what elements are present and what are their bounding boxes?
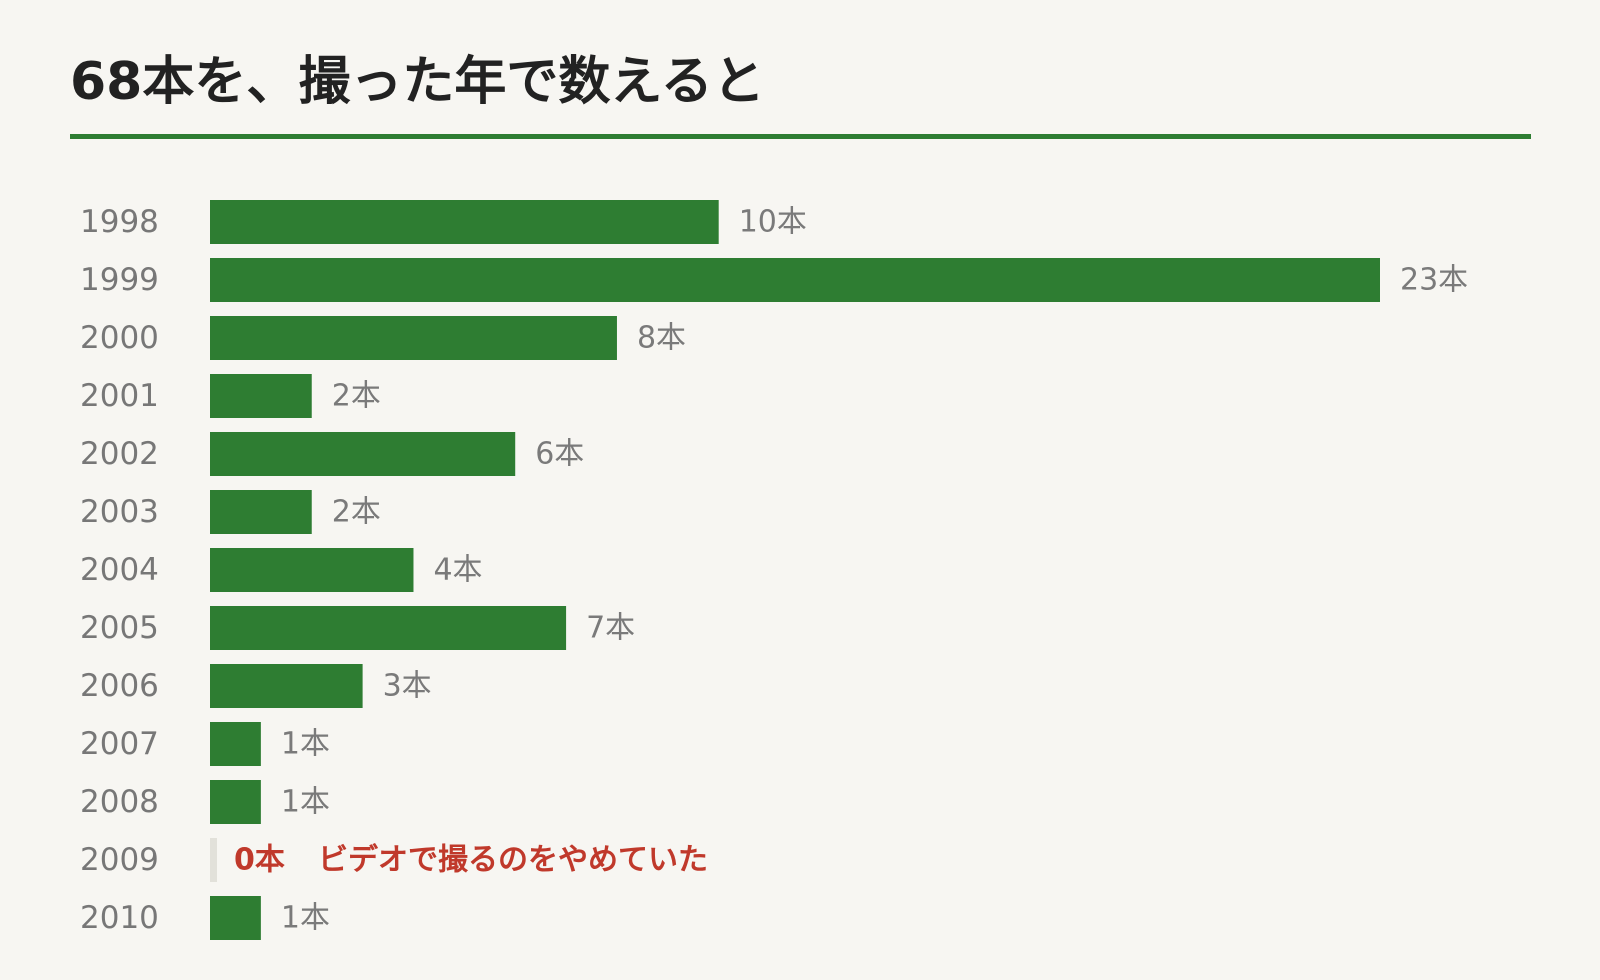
chart-title: 68本を、撮った年で数えると	[70, 52, 765, 112]
bar-2004	[210, 548, 414, 592]
bar-2000	[210, 316, 617, 360]
bar-2002	[210, 432, 516, 476]
bar-2003	[210, 490, 312, 534]
value-label-1999: 23本	[1400, 263, 1468, 298]
year-label-2006: 2006	[80, 668, 159, 704]
year-label-2001: 2001	[80, 378, 159, 414]
bar-1998	[210, 200, 719, 244]
bar-2005	[210, 606, 567, 650]
year-label-2009: 2009	[80, 842, 159, 878]
year-label-2000: 2000	[80, 320, 159, 356]
bar-2001	[210, 374, 312, 418]
year-label-2005: 2005	[80, 610, 159, 646]
year-label-1999: 1999	[80, 262, 159, 298]
value-label-2002: 6本	[535, 437, 584, 472]
bar-2007	[210, 722, 261, 766]
year-label-2010: 2010	[80, 900, 159, 936]
year-label-2007: 2007	[80, 726, 159, 762]
zero-marker-2009	[210, 838, 217, 882]
title-underline	[70, 134, 1531, 139]
value-label-2003: 2本	[332, 495, 381, 530]
value-label-2001: 2本	[332, 379, 381, 414]
value-label-2000: 8本	[637, 321, 686, 356]
annotation-2009: ビデオで撮るのをやめていた	[318, 843, 708, 878]
bar-2006	[210, 664, 363, 708]
year-label-2002: 2002	[80, 436, 159, 472]
bar-1999	[210, 258, 1380, 302]
value-label-2005: 7本	[586, 611, 635, 646]
year-label-2003: 2003	[80, 494, 159, 530]
bar-2008	[210, 780, 261, 824]
value-label-2007: 1本	[281, 727, 330, 762]
value-label-2010: 1本	[281, 901, 330, 936]
year-label-2004: 2004	[80, 552, 159, 588]
value-label-2004: 4本	[433, 553, 482, 588]
value-label-2008: 1本	[281, 785, 330, 820]
value-label-2006: 3本	[383, 669, 432, 704]
year-label-2008: 2008	[80, 784, 159, 820]
bar-2010	[210, 896, 261, 940]
year-label-1998: 1998	[80, 204, 159, 240]
value-label-2009: 0本	[234, 843, 285, 878]
value-label-1998: 10本	[739, 205, 807, 240]
